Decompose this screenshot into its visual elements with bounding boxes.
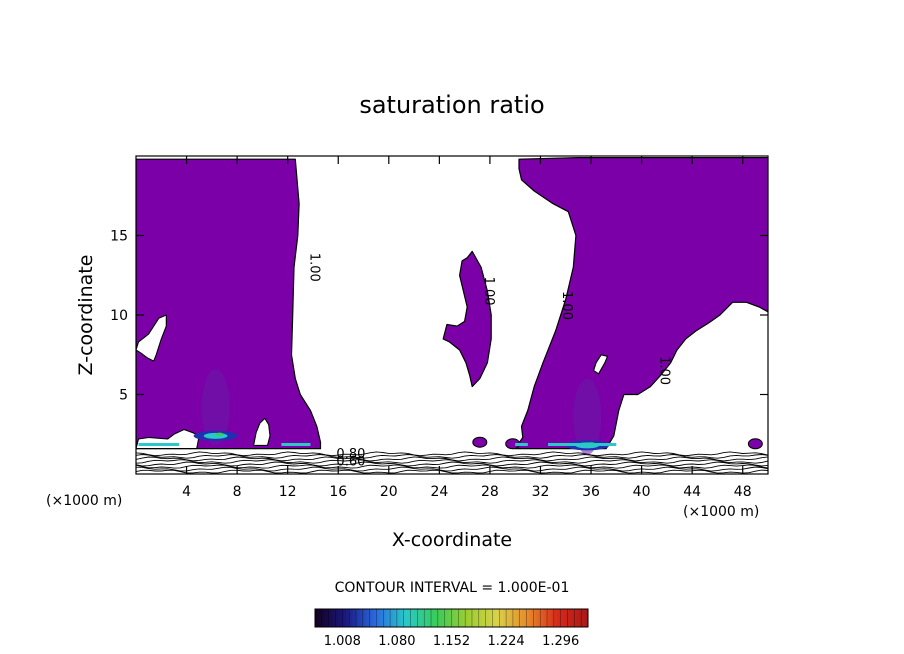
contour-label: 1.00 bbox=[559, 291, 574, 320]
region-island bbox=[442, 250, 492, 388]
colorbar-labels: 1.008 1.080 1.152 1.224 1.296 bbox=[324, 634, 580, 649]
x-tick-label: 24 bbox=[430, 484, 448, 500]
y-tick-label: 5 bbox=[119, 388, 128, 404]
surface-contour-line bbox=[136, 461, 768, 467]
contour-label: 1.00 bbox=[306, 253, 321, 282]
x-tick-label: 28 bbox=[481, 484, 499, 500]
colorbar-label: 1.224 bbox=[487, 634, 524, 649]
x-tick-label: 20 bbox=[380, 484, 398, 500]
x-origin-unit-label: (×1000 m) bbox=[46, 493, 122, 509]
x-axis-label: X-coordinate bbox=[392, 529, 512, 551]
surface-contour-line bbox=[136, 454, 768, 459]
contour-labels: 1.00 1.00 1.00 1.00 0.800.60 bbox=[306, 253, 671, 469]
contour-label: 0.60 bbox=[336, 454, 365, 469]
subsaturated-pocket-0 bbox=[136, 314, 167, 362]
y-tick-label: 15 bbox=[110, 229, 128, 245]
surface-contour-line bbox=[136, 451, 768, 457]
colorbar-label: 1.152 bbox=[433, 634, 470, 649]
y-axis-label: Z-coordinate bbox=[75, 255, 97, 376]
contour-label: 1.00 bbox=[481, 277, 496, 306]
surface-contour-line bbox=[136, 466, 768, 472]
high-value-pocket-0 bbox=[193, 369, 238, 446]
contour-label: 0.80 bbox=[336, 447, 365, 462]
pocket-max bbox=[215, 432, 224, 436]
pocket-plume bbox=[201, 369, 230, 446]
x-tick-label: 48 bbox=[734, 484, 752, 500]
colorbar-ticks bbox=[314, 609, 589, 627]
region-left bbox=[136, 158, 322, 450]
pocket-plume bbox=[573, 378, 602, 455]
x-tick-label: 44 bbox=[683, 484, 701, 500]
surface-contour-line bbox=[136, 464, 768, 469]
subsaturated-pockets bbox=[136, 314, 609, 450]
surface-streak-0 bbox=[138, 442, 179, 446]
high-value-pockets bbox=[138, 369, 617, 455]
chart-title: saturation ratio bbox=[359, 91, 544, 119]
plot-area bbox=[136, 157, 768, 474]
subsaturated-pocket-3 bbox=[253, 417, 271, 446]
contour-interval-label: CONTOUR INTERVAL = 1.000E-01 bbox=[335, 580, 570, 596]
small-cell-2 bbox=[747, 438, 763, 450]
x-tick-label: 8 bbox=[233, 484, 242, 500]
colorbar-label: 1.008 bbox=[324, 634, 361, 649]
surface-streak-1 bbox=[281, 442, 311, 446]
pocket-peak bbox=[203, 432, 228, 439]
surface-band bbox=[136, 451, 768, 474]
surface-contour-line bbox=[136, 469, 768, 474]
x-tick-label: 36 bbox=[582, 484, 600, 500]
x-axis-unit-label: (×1000 m) bbox=[683, 504, 759, 520]
surface-streak-2 bbox=[515, 442, 528, 446]
subsaturated-pocket-1 bbox=[593, 354, 609, 375]
x-tick-label: 40 bbox=[633, 484, 651, 500]
x-tick-label: 4 bbox=[182, 484, 191, 500]
x-tick-label: 16 bbox=[329, 484, 347, 500]
y-tick-label: 10 bbox=[110, 308, 128, 324]
colorbar: 1.008 1.080 1.152 1.224 1.296 bbox=[314, 608, 589, 649]
region-right bbox=[514, 157, 768, 450]
colorbar-label: 1.296 bbox=[542, 634, 579, 649]
contour-label: 1.00 bbox=[657, 356, 672, 385]
surface-contour-lines bbox=[136, 451, 768, 474]
x-tick-label: 32 bbox=[532, 484, 550, 500]
small-cell-0 bbox=[472, 436, 488, 448]
x-tick-label: 12 bbox=[279, 484, 297, 500]
supersaturated-regions bbox=[136, 157, 768, 450]
surface-contour-line bbox=[136, 456, 768, 462]
colorbar-label: 1.080 bbox=[378, 634, 415, 649]
surface-streak-3 bbox=[548, 442, 617, 446]
